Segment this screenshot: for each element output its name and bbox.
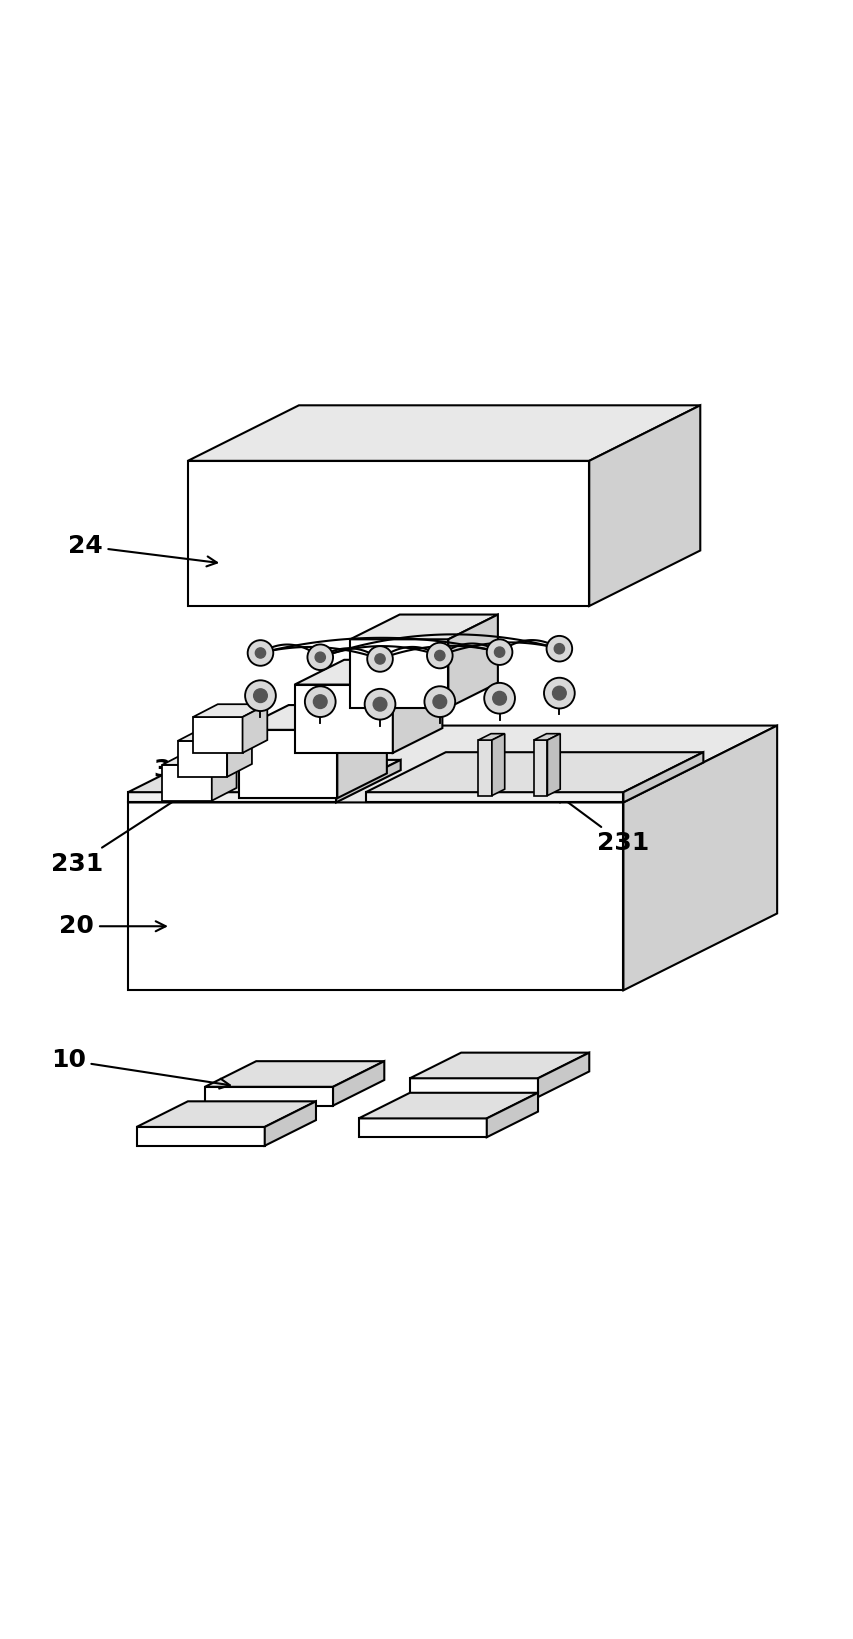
Polygon shape	[188, 405, 699, 461]
Polygon shape	[227, 728, 252, 777]
Polygon shape	[128, 792, 336, 803]
Polygon shape	[350, 615, 497, 639]
Polygon shape	[623, 726, 776, 990]
Text: 30: 30	[154, 757, 289, 782]
Polygon shape	[589, 405, 699, 606]
Polygon shape	[409, 1052, 589, 1078]
Circle shape	[374, 654, 385, 664]
Text: 10: 10	[51, 1049, 229, 1088]
Polygon shape	[239, 729, 337, 798]
Text: 231: 231	[50, 787, 196, 875]
Circle shape	[373, 697, 386, 711]
Polygon shape	[188, 461, 589, 606]
Polygon shape	[205, 1060, 384, 1087]
Circle shape	[434, 651, 444, 661]
Polygon shape	[358, 1093, 537, 1118]
Polygon shape	[128, 726, 776, 803]
Polygon shape	[478, 741, 491, 795]
Circle shape	[305, 687, 335, 716]
Polygon shape	[409, 1078, 537, 1096]
Polygon shape	[623, 752, 703, 803]
Circle shape	[494, 647, 504, 657]
Circle shape	[486, 639, 512, 665]
Polygon shape	[333, 1060, 384, 1106]
Text: 20: 20	[60, 915, 165, 938]
Circle shape	[253, 688, 267, 703]
Polygon shape	[336, 760, 400, 803]
Polygon shape	[212, 752, 236, 801]
Polygon shape	[136, 1128, 264, 1146]
Circle shape	[432, 695, 446, 708]
Circle shape	[484, 683, 514, 713]
Circle shape	[543, 679, 574, 708]
Circle shape	[554, 644, 564, 654]
Polygon shape	[162, 752, 236, 765]
Circle shape	[307, 644, 333, 670]
Polygon shape	[478, 734, 504, 741]
Polygon shape	[193, 716, 242, 752]
Polygon shape	[392, 661, 442, 752]
Circle shape	[367, 646, 392, 672]
Polygon shape	[242, 705, 267, 752]
Polygon shape	[162, 765, 212, 801]
Polygon shape	[358, 1118, 486, 1137]
Polygon shape	[533, 741, 547, 795]
Polygon shape	[486, 1093, 537, 1137]
Polygon shape	[294, 685, 392, 752]
Circle shape	[552, 687, 566, 700]
Circle shape	[492, 692, 506, 705]
Polygon shape	[294, 661, 442, 685]
Polygon shape	[365, 752, 703, 792]
Circle shape	[255, 647, 265, 659]
Text: 24: 24	[68, 534, 217, 567]
Polygon shape	[337, 705, 386, 798]
Circle shape	[364, 688, 395, 720]
Circle shape	[313, 695, 327, 708]
Polygon shape	[239, 705, 386, 729]
Polygon shape	[177, 728, 252, 741]
Text: 231: 231	[554, 793, 649, 856]
Polygon shape	[491, 734, 504, 795]
Circle shape	[424, 687, 455, 716]
Circle shape	[247, 641, 273, 665]
Polygon shape	[547, 734, 560, 795]
Polygon shape	[193, 705, 267, 716]
Polygon shape	[533, 734, 560, 741]
Circle shape	[426, 642, 452, 669]
Circle shape	[315, 652, 325, 662]
Polygon shape	[264, 1101, 316, 1146]
Polygon shape	[350, 639, 448, 708]
Polygon shape	[136, 1101, 316, 1128]
Polygon shape	[448, 615, 497, 708]
Polygon shape	[128, 760, 400, 792]
Circle shape	[546, 636, 572, 662]
Polygon shape	[365, 792, 623, 803]
Circle shape	[245, 680, 276, 711]
Polygon shape	[128, 803, 623, 990]
Polygon shape	[177, 741, 227, 777]
Polygon shape	[205, 1087, 333, 1106]
Polygon shape	[537, 1052, 589, 1096]
